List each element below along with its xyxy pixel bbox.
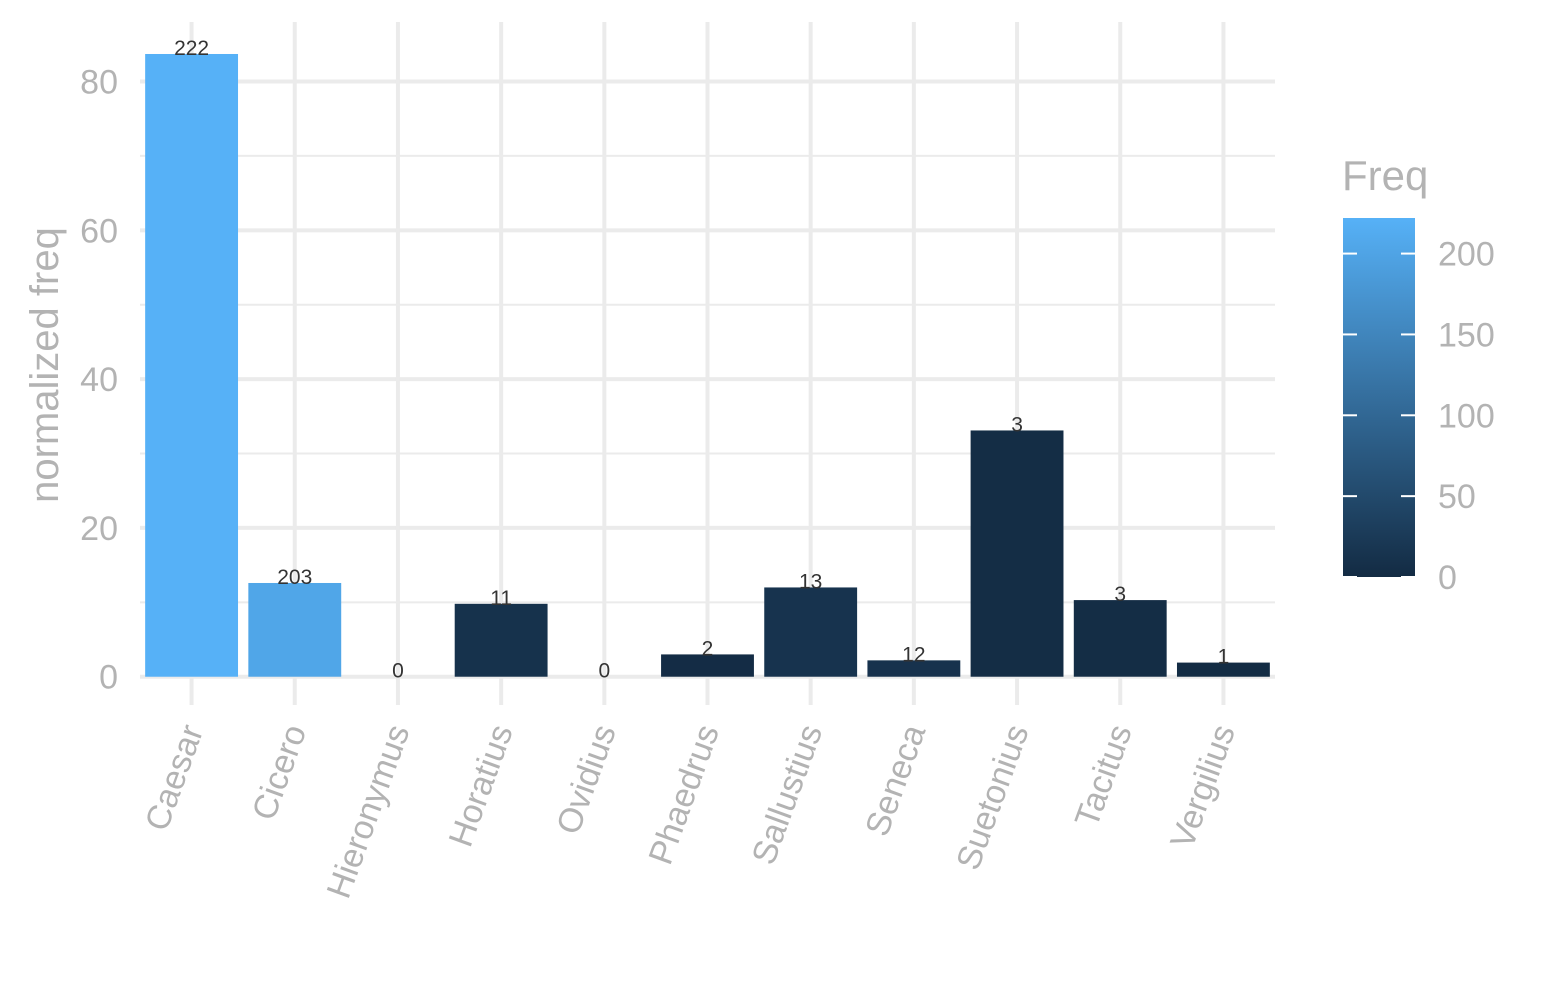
bar-caesar — [145, 53, 239, 677]
x-tick-label-vergilius: Vergilius — [1163, 720, 1243, 854]
data-label-caesar: 222 — [174, 37, 209, 60]
y-axis-title: normalized freq — [23, 227, 67, 503]
data-label-ovidius: 0 — [598, 660, 610, 683]
x-tick-label-phaedrus: Phaedrus — [642, 720, 727, 870]
x-tick-label-ovidius: Ovidius — [549, 720, 623, 840]
y-axis: 0 20 40 60 80 — [80, 64, 118, 697]
y-tick-label: 80 — [80, 64, 118, 102]
data-label-sallustius: 13 — [799, 570, 822, 593]
x-axis: Caesar Cicero Hieronymus Horatius Ovidius Pha… — [138, 720, 1243, 904]
x-tick-label-horatius: Horatius — [442, 720, 521, 852]
legend-ticks: 0 50 100 150 200 — [1343, 236, 1495, 597]
bar-seneca — [867, 660, 961, 677]
legend-colorbar — [1343, 218, 1415, 577]
y-tick-label: 60 — [80, 212, 118, 250]
data-label-suetonius: 3 — [1011, 413, 1023, 436]
bar-horatius — [454, 603, 548, 677]
y-tick-label: 40 — [80, 361, 118, 399]
bar-sallustius — [764, 587, 858, 677]
data-labels: 222 203 0 11 0 2 13 12 3 3 1 — [174, 37, 1229, 683]
x-tick-label-suetonius: Suetonius — [949, 720, 1036, 875]
data-label-tacitus: 3 — [1114, 583, 1126, 606]
x-tick-label-seneca: Seneca — [858, 720, 933, 841]
x-tick-label-caesar: Caesar — [138, 720, 211, 836]
bar-cicero — [248, 582, 342, 677]
y-tick-label: 20 — [80, 510, 118, 548]
data-label-horatius: 11 — [490, 587, 512, 610]
legend-tick-label: 50 — [1438, 478, 1476, 516]
bars — [145, 53, 1270, 677]
data-label-seneca: 12 — [902, 643, 925, 666]
legend-tick-label: 100 — [1438, 397, 1495, 435]
x-tick-label-tacitus: Tacitus — [1068, 720, 1140, 832]
data-label-hieronymus: 0 — [392, 660, 404, 683]
legend-tick-label: 150 — [1438, 316, 1495, 354]
data-label-cicero: 203 — [277, 566, 312, 589]
legend-title: Freq — [1342, 152, 1428, 199]
y-tick-label: 0 — [99, 659, 118, 697]
bar-phaedrus — [661, 654, 754, 677]
x-tick-label-sallustius: Sallustius — [745, 720, 830, 870]
bar-suetonius — [970, 430, 1064, 677]
x-tick-label-hieronymus: Hieronymus — [320, 720, 418, 903]
x-tick-label-cicero: Cicero — [245, 720, 314, 825]
bar-tacitus — [1073, 600, 1167, 677]
color-legend: Freq 0 50 100 150 200 — [1342, 152, 1495, 597]
legend-tick-label: 0 — [1438, 559, 1457, 597]
data-label-vergilius: 1 — [1218, 646, 1230, 669]
data-label-phaedrus: 2 — [702, 637, 714, 660]
legend-tick-label: 200 — [1438, 236, 1495, 274]
bar-vergilius — [1176, 662, 1270, 677]
